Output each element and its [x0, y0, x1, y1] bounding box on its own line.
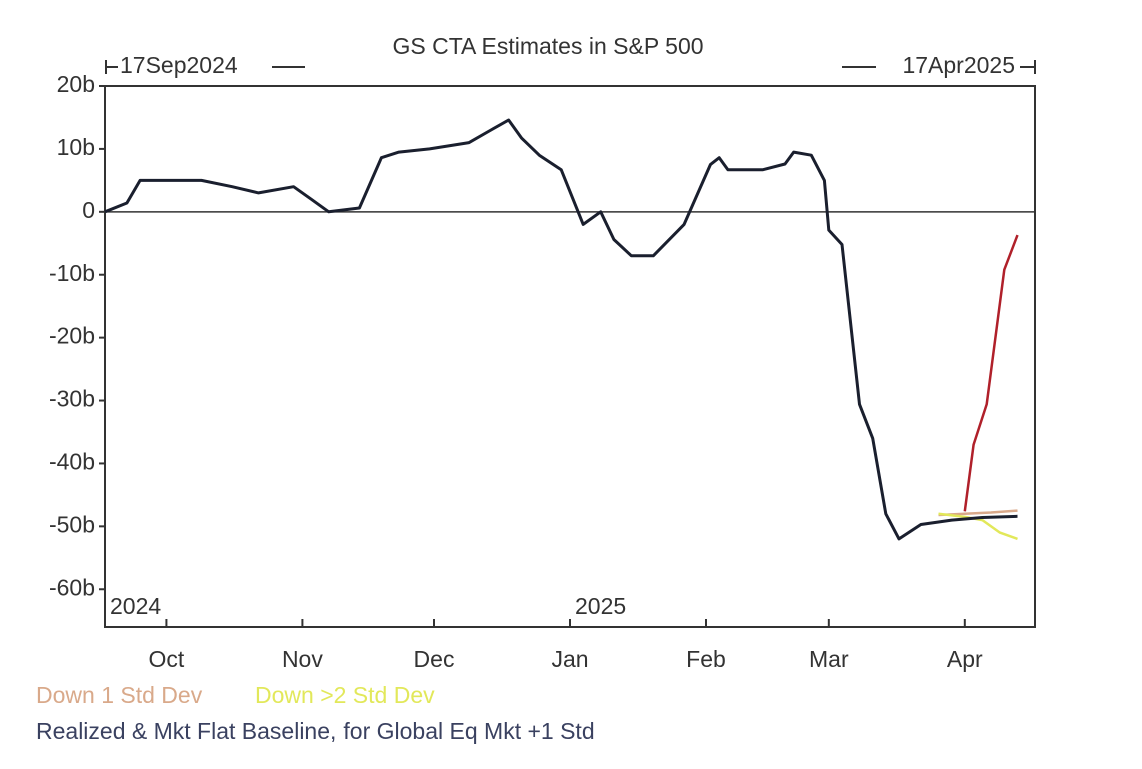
year-label: 2024 [110, 593, 161, 619]
legend-entry: Down >2 Std Dev [255, 682, 435, 708]
x-tick-label: Feb [686, 646, 726, 672]
y-tick-label: 20b [57, 71, 95, 97]
range-bracket [105, 60, 1036, 74]
start-label: 17Sep2024 [120, 52, 238, 78]
legend-entry: Realized & Mkt Flat Baseline, [36, 718, 336, 744]
x-tick-label: Dec [414, 646, 455, 672]
y-tick-label: -20b [49, 323, 95, 349]
x-tick-label: Jan [551, 646, 588, 672]
x-tick-label: Oct [149, 646, 185, 672]
y-tick-label: -50b [49, 511, 95, 537]
y-tick-label: 0 [82, 197, 95, 223]
series-line [963, 234, 1019, 512]
y-tick-label: -40b [49, 449, 95, 475]
x-tick-label: Nov [282, 646, 323, 672]
legend-entry: for Global Eq Mkt +1 Std [343, 718, 594, 744]
y-tick-label: -60b [49, 574, 95, 600]
x-tick-label: Mar [809, 646, 849, 672]
series-line [938, 512, 1018, 541]
legend-entry: Down 1 Std Dev [36, 682, 203, 708]
series-line [104, 118, 1018, 541]
x-tick-label: Apr [947, 646, 983, 672]
y-tick-label: 10b [57, 134, 95, 160]
chart-title: GS CTA Estimates in S&P 500 [392, 33, 703, 59]
y-tick-label: -30b [49, 386, 95, 412]
end-label: 17Apr2025 [902, 52, 1015, 78]
plot-frame [104, 85, 1036, 628]
y-tick-label: -10b [49, 260, 95, 286]
year-label: 2025 [575, 593, 626, 619]
